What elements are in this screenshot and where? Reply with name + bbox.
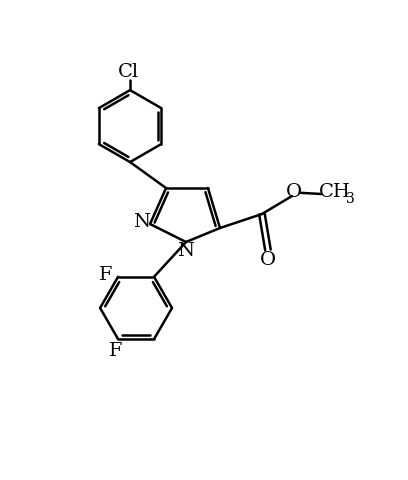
Text: 3: 3 (346, 192, 355, 206)
Text: N: N (177, 242, 194, 260)
Text: F: F (99, 266, 113, 284)
Text: F: F (109, 342, 123, 360)
Text: Cl: Cl (118, 63, 139, 81)
Text: O: O (260, 251, 276, 269)
Text: CH: CH (319, 183, 351, 202)
Text: N: N (133, 213, 150, 231)
Text: O: O (286, 183, 302, 201)
